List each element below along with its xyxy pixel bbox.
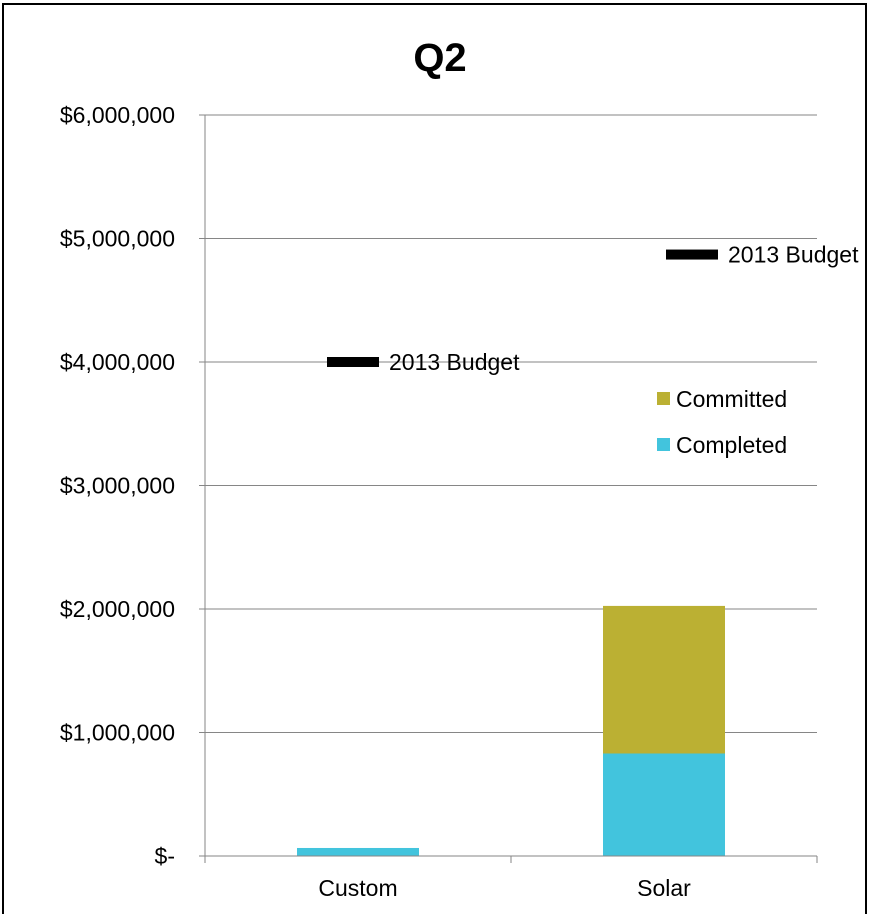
bars bbox=[297, 605, 725, 856]
budget-marker bbox=[666, 249, 718, 260]
x-tick-label: Solar bbox=[637, 875, 691, 901]
bar-committed-solar bbox=[603, 605, 725, 754]
y-tick-label: $5,000,000 bbox=[60, 226, 175, 252]
y-tick-label: $3,000,000 bbox=[60, 473, 175, 499]
bar-completed-solar bbox=[603, 753, 725, 856]
chart-title: Q2 bbox=[413, 36, 466, 80]
gridlines bbox=[205, 114, 817, 733]
legend-label: Completed bbox=[676, 432, 787, 458]
chart-border bbox=[2, 3, 867, 914]
y-tick-label: $- bbox=[155, 843, 175, 869]
bar-completed-custom bbox=[297, 847, 419, 856]
budget-marker-label: 2013 Budget bbox=[728, 242, 859, 268]
legend: Committed Completed bbox=[657, 386, 787, 458]
budget-markers: 2013 Budget 2013 Budget bbox=[327, 242, 859, 375]
budget-marker-label: 2013 Budget bbox=[389, 349, 520, 375]
legend-swatch bbox=[657, 392, 670, 405]
legend-label: Committed bbox=[676, 386, 787, 412]
budget-marker bbox=[327, 357, 379, 367]
legend-swatch bbox=[657, 438, 670, 451]
x-tick-label: Custom bbox=[318, 875, 397, 901]
axes: $- $1,000,000 $2,000,000 $3,000,000 $4,000,0… bbox=[60, 102, 818, 901]
y-tick-label: $6,000,000 bbox=[60, 102, 175, 128]
y-tick-label: $1,000,000 bbox=[60, 720, 175, 746]
y-tick-label: $2,000,000 bbox=[60, 596, 175, 622]
y-tick-label: $4,000,000 bbox=[60, 349, 175, 375]
